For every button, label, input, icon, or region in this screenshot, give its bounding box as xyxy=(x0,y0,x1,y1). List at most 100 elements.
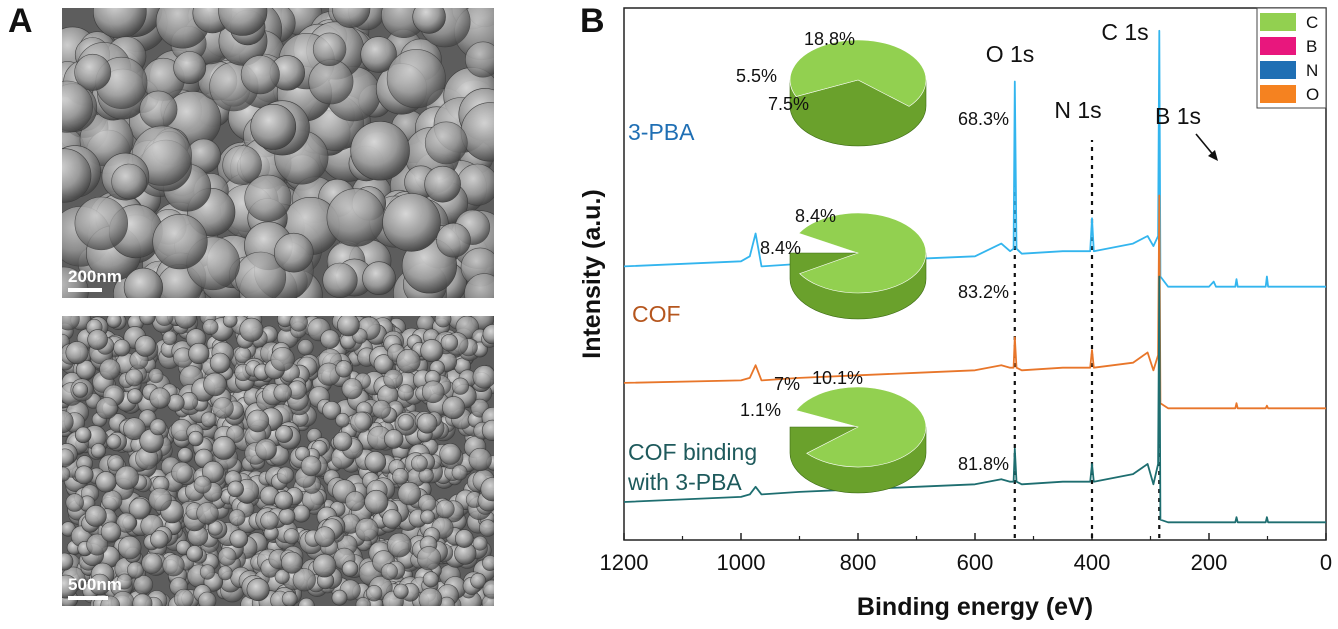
sem-particle xyxy=(62,148,92,203)
sem-particle xyxy=(273,383,292,403)
sem-particle xyxy=(297,339,314,356)
sem-particle xyxy=(422,571,439,588)
series-label: COF xyxy=(632,301,681,327)
peak-guide-lines xyxy=(1013,140,1161,538)
sem-particle xyxy=(173,51,207,85)
sem-particle xyxy=(364,451,387,473)
sem-particle xyxy=(139,316,156,326)
sem-particle xyxy=(270,346,295,372)
sem-particle xyxy=(65,493,84,512)
pie-slice-C xyxy=(798,212,927,294)
spectrum-line xyxy=(623,194,1326,410)
legend-swatch xyxy=(1260,61,1296,79)
sem-particle xyxy=(86,533,109,556)
sem-particle xyxy=(439,442,462,465)
sem-image-top: 200nm xyxy=(62,8,494,298)
legend-swatch xyxy=(1260,13,1296,31)
sem-particle xyxy=(276,466,295,484)
sem-particle xyxy=(355,517,379,542)
sem-particle xyxy=(335,412,350,428)
sem-particle xyxy=(75,426,92,444)
spectrum-line xyxy=(623,275,1326,524)
sem-particle xyxy=(209,352,231,374)
sem-particle xyxy=(289,316,308,332)
series-label: COF binding xyxy=(628,439,757,465)
sem-particle xyxy=(341,378,363,400)
sem-particle xyxy=(442,396,466,420)
sem-particle xyxy=(84,504,107,527)
sem-particle xyxy=(416,412,438,434)
sem-particle xyxy=(384,429,404,449)
sem-particle xyxy=(465,41,494,78)
sem-particle xyxy=(451,464,468,481)
sem-particle xyxy=(62,552,74,571)
sem-particle xyxy=(434,316,452,328)
sem-particle xyxy=(360,36,397,73)
sem-particle xyxy=(162,330,178,346)
sem-particle xyxy=(87,329,108,350)
x-tick-label: 400 xyxy=(1074,550,1111,575)
panel-a-label: A xyxy=(8,2,33,40)
sem-particle xyxy=(202,319,219,335)
sem-particle xyxy=(211,435,236,460)
sem-particle xyxy=(95,471,117,493)
sem-particle xyxy=(173,588,194,606)
sem-particle xyxy=(298,597,315,606)
sem-particle xyxy=(89,573,111,596)
pie-value-label: 5.5% xyxy=(736,66,777,86)
sem-particle xyxy=(114,465,139,490)
scale-bar-bottom-label: 500nm xyxy=(68,575,122,594)
sem-particle xyxy=(111,163,147,200)
sem-particle xyxy=(382,509,402,529)
sem-particle xyxy=(362,261,396,296)
sem-particle xyxy=(198,591,217,606)
pie-value-label: 7.5% xyxy=(768,94,809,114)
sem-particle xyxy=(281,591,298,606)
sem-particle xyxy=(90,443,107,459)
sem-particle xyxy=(101,490,123,511)
sem-particle xyxy=(162,554,185,577)
sem-particle xyxy=(250,104,297,150)
legend-swatch xyxy=(1260,85,1296,103)
sem-particle xyxy=(468,447,492,472)
sem-particle xyxy=(481,419,494,441)
sem-particle xyxy=(125,368,144,387)
sem-particle xyxy=(148,368,164,384)
sem-particle xyxy=(392,468,409,485)
sem-image-bottom: 500nm xyxy=(62,316,494,606)
sem-particle xyxy=(371,399,391,419)
axis-text: 1200 1000 800 600 400 200 0 Binding energy (eV)… xyxy=(578,189,1332,621)
sem-particle xyxy=(292,568,316,592)
sem-particle xyxy=(410,454,428,472)
sem-particle xyxy=(320,329,340,349)
scale-bar-bottom-line xyxy=(68,596,108,600)
sem-particle xyxy=(435,499,455,519)
pie-value-label: 68.3% xyxy=(958,109,1009,129)
sem-particle xyxy=(62,316,80,331)
sem-particle xyxy=(148,487,172,512)
sem-particle xyxy=(480,477,494,502)
sem-particle xyxy=(380,563,398,581)
sem-particle xyxy=(412,8,446,34)
peak-label: C 1s xyxy=(1101,19,1148,45)
sem-particle xyxy=(74,465,94,485)
sem-texture-top xyxy=(62,8,494,298)
sem-particle xyxy=(464,273,494,298)
sem-particle xyxy=(364,489,389,514)
sem-particle xyxy=(260,511,279,530)
peak-labels: O 1s N 1s C 1s B 1s xyxy=(986,19,1218,161)
sem-particle xyxy=(396,348,421,374)
sem-particle xyxy=(132,593,153,606)
sem-particle xyxy=(62,466,71,482)
sem-particle xyxy=(226,424,245,443)
sem-particle xyxy=(472,535,488,551)
pie-value-label: 81.8% xyxy=(958,454,1009,474)
sem-particle xyxy=(440,334,459,352)
sem-particle xyxy=(149,387,171,409)
sem-particle xyxy=(335,360,353,378)
pie-slice-C xyxy=(789,39,927,107)
sem-particle xyxy=(331,8,371,28)
sem-particle xyxy=(383,369,404,389)
sem-particle xyxy=(171,461,193,484)
sem-particle xyxy=(418,468,434,484)
